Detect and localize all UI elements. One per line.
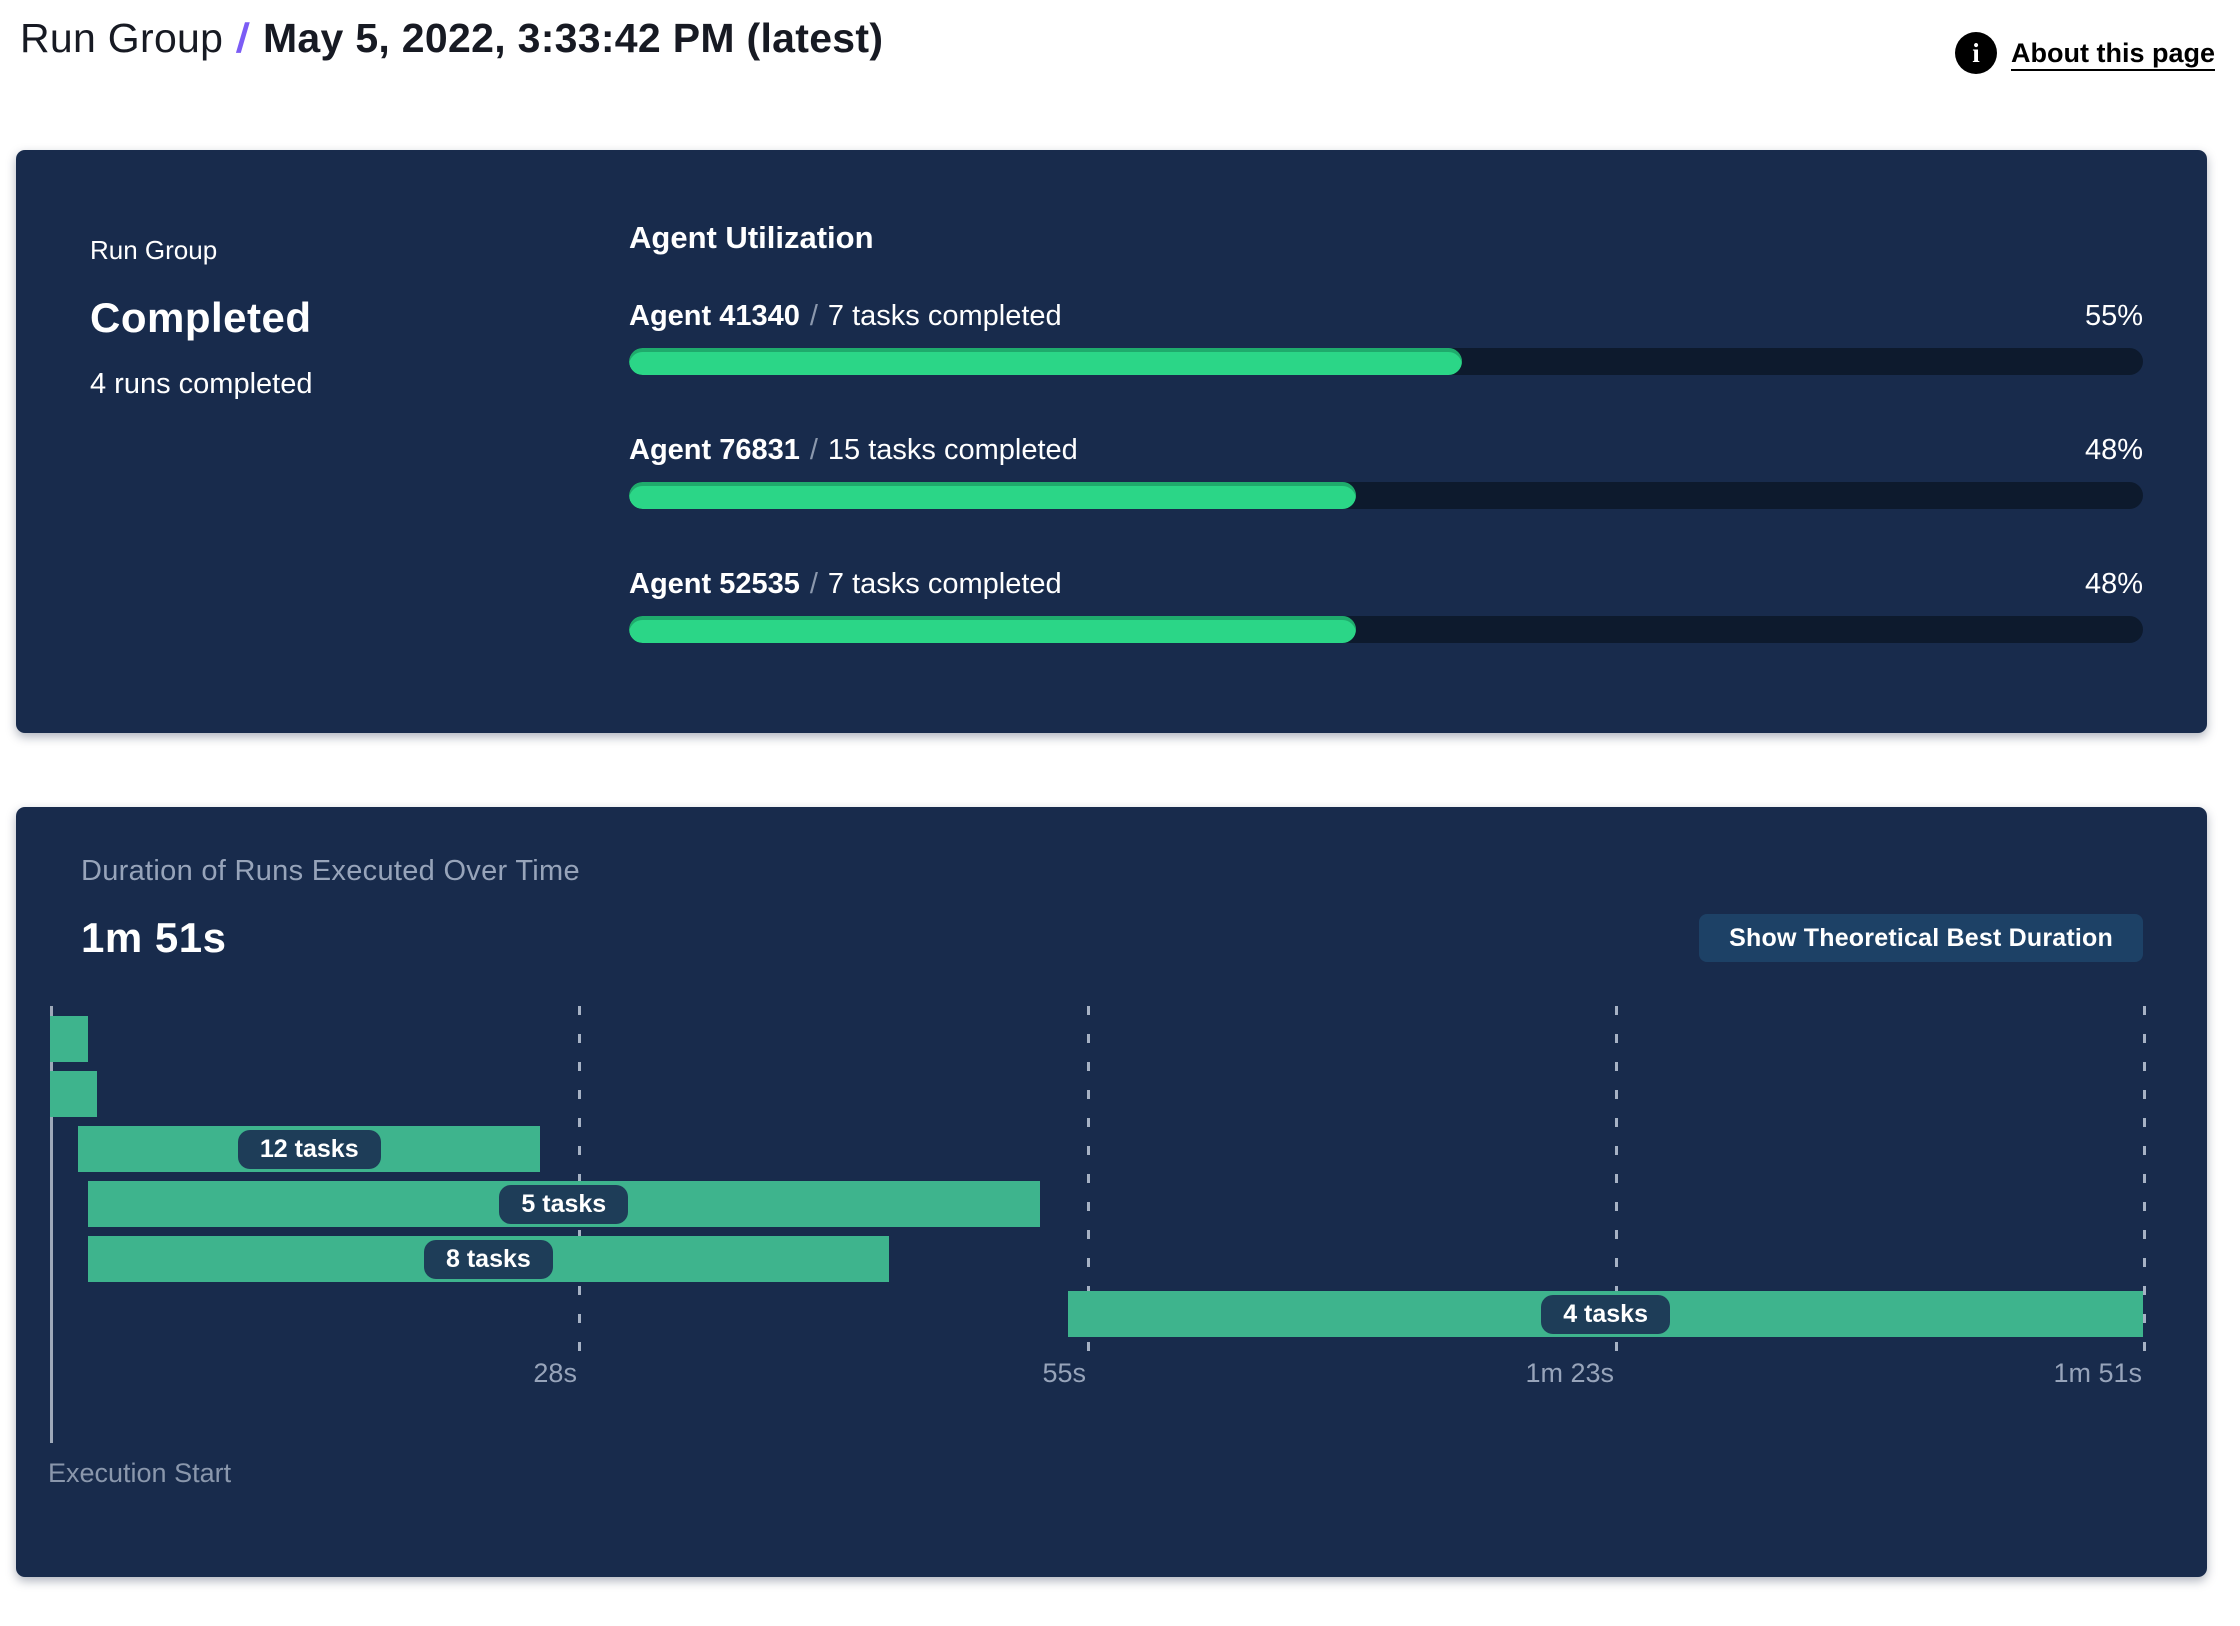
agent-percent: 55% — [2084, 300, 2143, 332]
utilization-progress-fill — [629, 482, 1356, 509]
duration-gantt-chart: Execution Start 28s 55s 1m 23s 1m 51s 12 tas… — [48, 1006, 2146, 1488]
about-this-page-link[interactable]: About this page — [2011, 37, 2215, 68]
gantt-bar-label: 4 tasks — [1541, 1294, 1670, 1334]
chart-tick-label: 1m 23s — [1525, 1358, 1615, 1388]
duration-chart-title: Duration of Runs Executed Over Time — [81, 855, 580, 887]
gantt-bar-label: 5 tasks — [499, 1184, 629, 1224]
utilization-progress-fill — [629, 348, 1462, 375]
total-duration: 1m 51s — [81, 914, 227, 961]
agent-separator: / — [809, 434, 818, 466]
chart-tick-label: 1m 51s — [2053, 1358, 2142, 1388]
agent-percent: 48% — [2084, 434, 2143, 466]
breadcrumb-separator: / — [234, 15, 252, 61]
gantt-bar-label: 12 tasks — [237, 1129, 381, 1169]
run-group-panel: Run Group Completed 4 runs completed Age… — [16, 150, 2207, 733]
agent-tasks: 7 tasks completed — [827, 568, 1062, 600]
gantt-bar[interactable]: 5 tasks — [87, 1181, 1040, 1227]
page-title: May 5, 2022, 3:33:42 PM (latest) — [262, 15, 884, 61]
agent-name: Agent 52535 — [629, 568, 800, 600]
chart-gridline — [577, 1006, 581, 1353]
utilization-progress-fill — [629, 616, 1356, 643]
utilization-progressbar — [629, 482, 2143, 509]
about-this-page[interactable]: i About this page — [1955, 32, 2215, 74]
run-group-summary: 4 runs completed — [90, 368, 313, 400]
chart-gridline — [1087, 1006, 1091, 1353]
agent-name: Agent 76831 — [629, 434, 800, 466]
chart-gridline — [2143, 1006, 2146, 1353]
page-header: Run Group / May 5, 2022, 3:33:42 PM (lat… — [0, 0, 2240, 74]
chart-tick-label: 55s — [1042, 1358, 1087, 1388]
chart-gridline — [1615, 1006, 1619, 1353]
agent-tasks: 15 tasks completed — [827, 434, 1078, 466]
utilization-row: Agent 76831 / 15 tasks completed 48% — [629, 434, 2143, 509]
gantt-bar-label: 8 tasks — [423, 1239, 553, 1279]
gantt-bar[interactable]: 12 tasks — [78, 1126, 541, 1172]
utilization-progressbar — [629, 348, 2143, 375]
execution-start-axis-line — [50, 1006, 53, 1443]
gantt-bar[interactable] — [50, 1071, 98, 1117]
agent-utilization-section: Agent Utilization Agent 41340 / 7 tasks … — [629, 150, 2207, 733]
execution-start-label: Execution Start — [48, 1458, 232, 1488]
agent-tasks: 7 tasks completed — [827, 300, 1062, 332]
utilization-row: Agent 41340 / 7 tasks completed 55% — [629, 300, 2143, 375]
agent-percent: 48% — [2084, 568, 2143, 600]
agent-utilization-title: Agent Utilization — [629, 220, 874, 255]
chart-tick-label: 28s — [533, 1358, 577, 1388]
gantt-bar[interactable] — [50, 1016, 88, 1062]
breadcrumb: Run Group / May 5, 2022, 3:33:42 PM (lat… — [20, 14, 883, 63]
info-icon: i — [1955, 32, 1997, 74]
utilization-progressbar — [629, 616, 2143, 643]
breadcrumb-run-group[interactable]: Run Group — [20, 15, 224, 61]
run-group-status: Completed — [90, 294, 312, 341]
show-theoretical-best-duration-button[interactable]: Show Theoretical Best Duration — [1699, 914, 2143, 962]
run-group-status-block: Run Group Completed 4 runs completed — [16, 150, 629, 733]
duration-panel: Duration of Runs Executed Over Time 1m 5… — [16, 807, 2207, 1577]
gantt-bar[interactable]: 4 tasks — [1068, 1291, 2143, 1337]
agent-separator: / — [809, 300, 818, 332]
agent-name: Agent 41340 — [629, 300, 800, 332]
run-group-label: Run Group — [90, 235, 218, 265]
utilization-row: Agent 52535 / 7 tasks completed 48% — [629, 568, 2143, 643]
gantt-bar[interactable]: 8 tasks — [87, 1236, 890, 1282]
agent-separator: / — [809, 568, 818, 600]
